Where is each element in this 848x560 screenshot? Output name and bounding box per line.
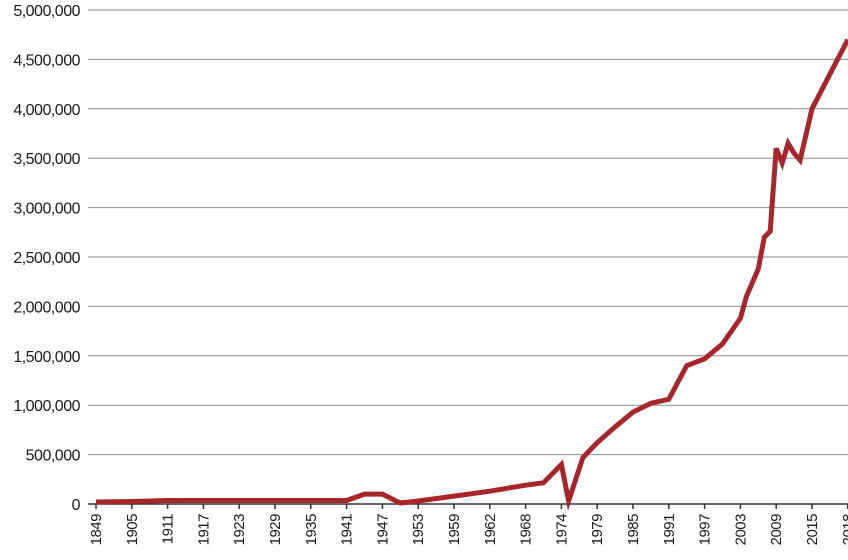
x-tick-label: 2018 <box>840 514 848 546</box>
gridlines <box>88 9 848 505</box>
y-tick-label: 4,500,000 <box>13 52 80 69</box>
x-tick-label: 2009 <box>768 514 785 546</box>
x-tick-label: 1917 <box>195 514 212 546</box>
x-tick-label: 1979 <box>589 514 606 546</box>
series-line <box>95 38 848 511</box>
x-tick-label: 2015 <box>804 514 821 546</box>
y-tick-label: 5,000,000 <box>13 3 80 20</box>
x-tick-label: 1953 <box>410 514 427 546</box>
x-tick-label: 1947 <box>374 514 391 546</box>
y-tick-label: 3,000,000 <box>13 201 80 218</box>
y-tick-label: 1,500,000 <box>13 349 80 366</box>
x-tick-label: 1985 <box>625 514 642 546</box>
x-tick-label: 1991 <box>661 514 678 546</box>
x-tick-label: 1962 <box>482 514 499 546</box>
y-axis-tick-labels: 0 500,000 1,000,000 1,500,000 2,000,000 2,500… <box>13 3 81 514</box>
x-tick-label: 1997 <box>697 514 714 546</box>
x-tick-label: 1935 <box>303 514 320 546</box>
x-tick-label: 1849 <box>88 514 105 546</box>
x-tick-label: 2003 <box>732 514 749 546</box>
y-tick-label: 0 <box>72 497 81 514</box>
x-tick-label: 1968 <box>518 514 535 546</box>
y-tick-label: 2,000,000 <box>13 299 80 316</box>
x-tick-label: 1929 <box>267 514 284 546</box>
y-tick-label: 1,000,000 <box>13 398 80 415</box>
x-tick-label: 1923 <box>231 514 248 546</box>
x-tick-label: 1959 <box>446 514 463 546</box>
y-tick-label: 4,000,000 <box>13 102 80 119</box>
y-tick-label: 500,000 <box>26 448 81 465</box>
x-tick-label: 1941 <box>339 514 356 546</box>
x-tick-label: 1911 <box>160 514 177 544</box>
y-tick-label: 2,500,000 <box>13 250 80 267</box>
series-layer <box>95 38 848 511</box>
y-tick-label: 3,500,000 <box>13 151 80 168</box>
x-tick-label: 1974 <box>553 514 570 546</box>
x-axis-tick-labels: 1849 1905 1911 1917 1923 1929 1935 1941 1947 1953… <box>88 504 848 545</box>
x-tick-label: 1905 <box>124 514 141 546</box>
